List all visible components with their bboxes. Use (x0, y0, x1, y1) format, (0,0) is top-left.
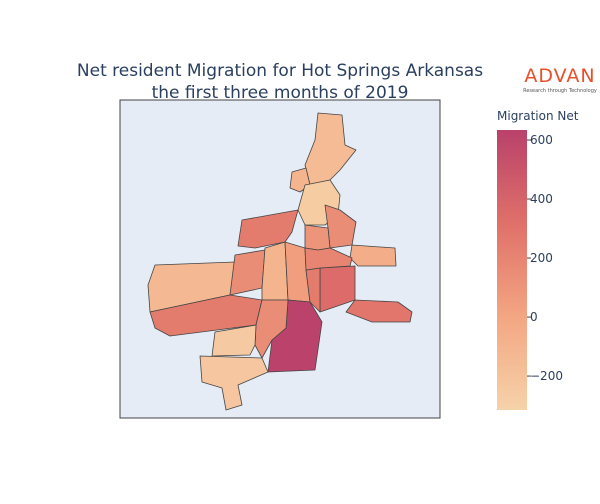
colorbar-tick-label: 400 (530, 192, 553, 206)
colorbar-tick-label: 0 (530, 310, 538, 324)
colorbar-tick-label: 200 (530, 251, 553, 265)
region (349, 244, 397, 267)
chart-title: the first three months of 2019 (152, 83, 409, 103)
colorbar-tick-label: 600 (530, 133, 553, 147)
region (304, 224, 331, 251)
region (211, 324, 257, 357)
region (345, 299, 413, 323)
region (199, 355, 269, 411)
logo: ADVAN (524, 65, 595, 87)
region (229, 249, 266, 296)
region (304, 247, 353, 271)
region (261, 241, 289, 301)
colorbar-tick-label: −200 (530, 369, 563, 383)
colorbar-title: Migration Net (497, 109, 579, 123)
logo-tagline: Research through Technology (523, 88, 597, 94)
chart-title: Net resident Migration for Hot Springs A… (77, 61, 483, 81)
region (304, 112, 357, 186)
colorbar (497, 130, 527, 410)
